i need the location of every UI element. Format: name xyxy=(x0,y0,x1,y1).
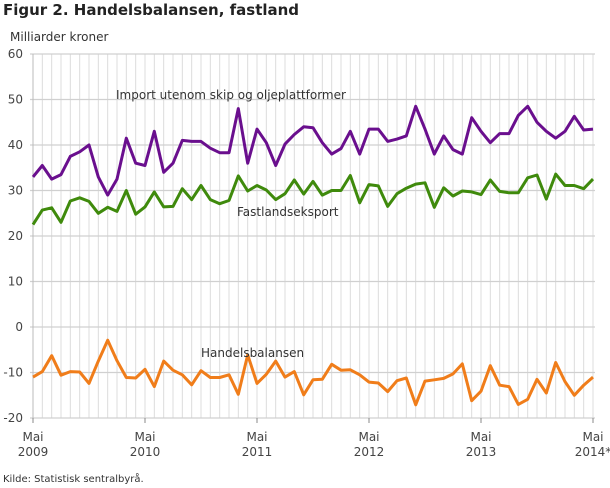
x-tick-label-year: 2010 xyxy=(130,445,161,459)
x-tick-label-year: 2014* xyxy=(575,445,610,459)
x-tick-label-month: Mai xyxy=(358,430,379,444)
series-lines xyxy=(31,104,595,407)
y-tick-label: -20 xyxy=(3,411,23,425)
x-tick-label-year: 2013 xyxy=(466,445,497,459)
chart-title: Figur 2. Handelsbalansen, fastland xyxy=(3,1,300,19)
x-tick-label-month: Mai xyxy=(470,430,491,444)
y-tick-label: 10 xyxy=(8,275,23,289)
y-tick-label: -10 xyxy=(3,366,23,380)
x-tick-label-year: 2012 xyxy=(354,445,385,459)
series-line-export xyxy=(31,172,595,226)
source-note: Kilde: Statistisk sentralbyrå. xyxy=(3,474,144,485)
y-tick-label: 60 xyxy=(8,47,23,61)
x-ticks: Mai2009Mai2010Mai2011Mai2012Mai2013Mai20… xyxy=(18,418,610,459)
y-axis-label: Milliarder kroner xyxy=(10,30,109,44)
y-ticks: 60 50 40 30 20 10 0 -10 -20 xyxy=(3,47,23,425)
x-tick-label-year: 2011 xyxy=(242,445,273,459)
x-tick-label-month: Mai xyxy=(246,430,267,444)
x-tick-label-month: Mai xyxy=(22,430,43,444)
y-tick-label: 50 xyxy=(8,93,23,107)
y-tick-label: 20 xyxy=(8,229,23,243)
series-label-export: Fastlandseksport xyxy=(237,205,339,219)
series-line-balance xyxy=(32,338,594,407)
series-label-balance: Handelsbalansen xyxy=(201,346,304,360)
y-tick-label: 40 xyxy=(8,138,23,152)
x-tick-label-month: Mai xyxy=(134,430,155,444)
y-tick-label: 30 xyxy=(8,184,23,198)
x-tick-label-year: 2009 xyxy=(18,445,49,459)
x-tick-label-month: Mai xyxy=(582,430,603,444)
grid xyxy=(30,53,595,419)
series-line-import xyxy=(31,104,594,197)
series-label-import: Import utenom skip og oljeplattformer xyxy=(116,88,346,102)
y-tick-label: 0 xyxy=(15,320,23,334)
